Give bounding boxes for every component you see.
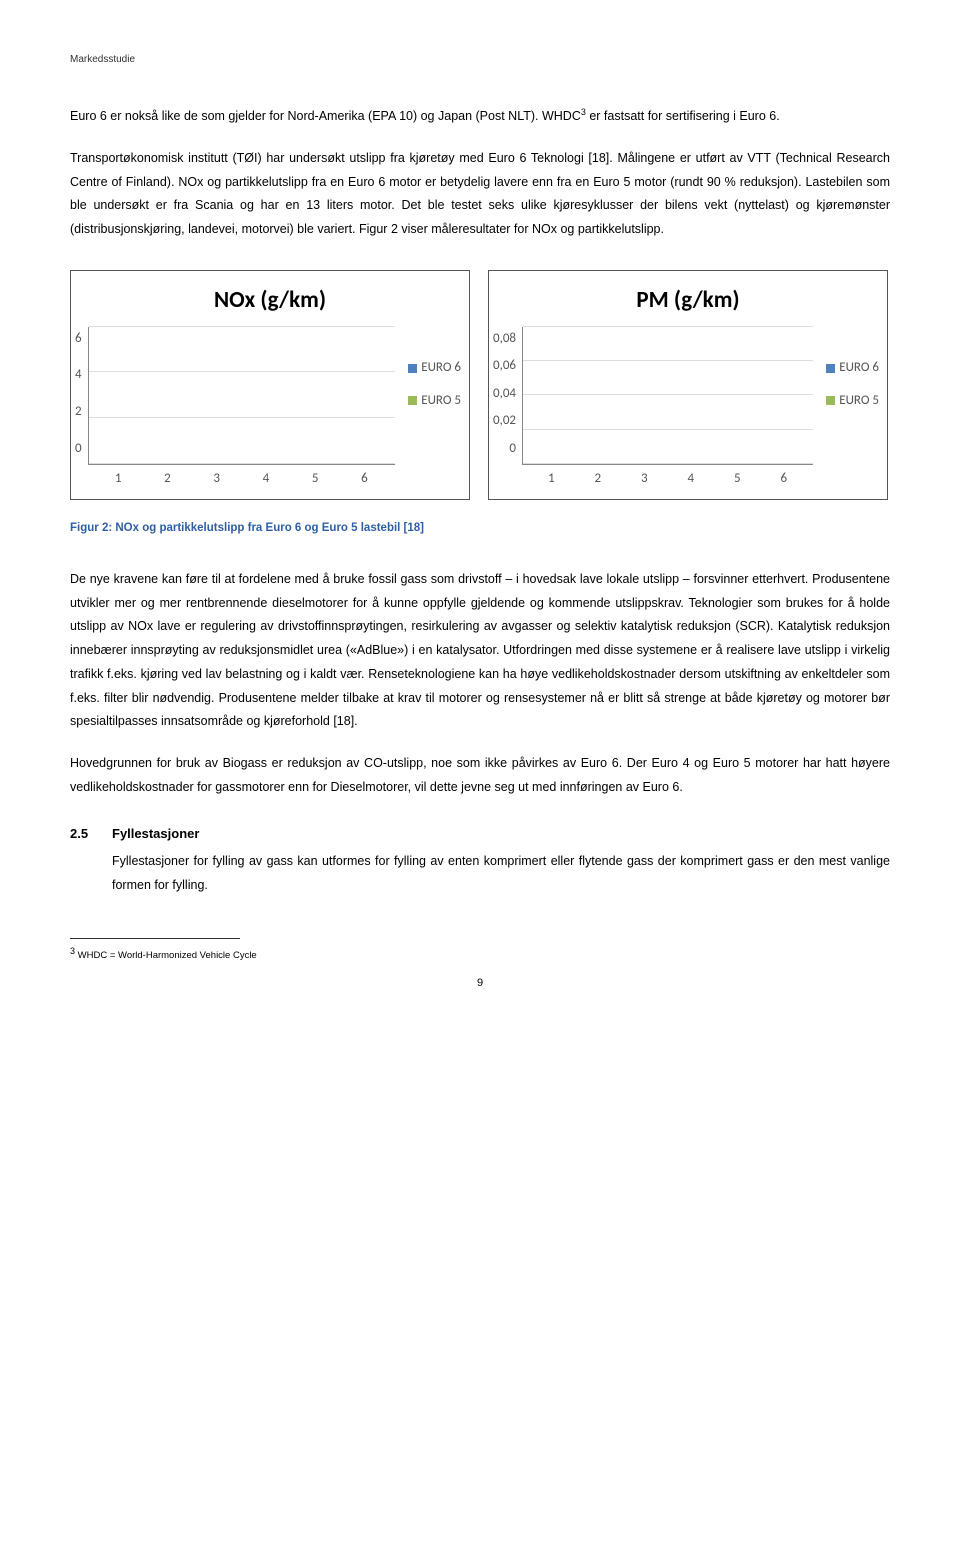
para1-text-a: Euro 6 er nokså like de som gjelder for … xyxy=(70,109,581,123)
nox-chart-title: NOx (g/km) xyxy=(75,279,465,323)
section-number: 2.5 xyxy=(70,822,112,847)
footnote: 3 WHDC = World-Harmonized Vehicle Cycle xyxy=(70,943,890,965)
nox-chart: NOx (g/km) 6420 123456 EURO 6 EURO 5 xyxy=(70,270,470,500)
pm-y-axis: 0,080,060,040,020 xyxy=(493,327,522,462)
nox-y-axis: 6420 xyxy=(75,327,88,462)
pm-plot xyxy=(522,327,813,465)
nox-plot xyxy=(88,327,395,465)
pm-legend: EURO 6 EURO 5 xyxy=(826,356,879,421)
paragraph-3: De nye kravene kan føre til at fordelene… xyxy=(70,568,890,734)
page-header: Markedsstudie xyxy=(70,50,890,69)
pm-x-axis: 123456 xyxy=(522,465,813,492)
nox-legend: EURO 6 EURO 5 xyxy=(408,356,461,421)
section-heading: 2.5 Fyllestasjoner xyxy=(70,822,890,847)
legend-euro5: EURO 5 xyxy=(826,389,879,414)
pm-chart: PM (g/km) 0,080,060,040,020 123456 EURO … xyxy=(488,270,888,500)
section-body: Fyllestasjoner for fylling av gass kan u… xyxy=(112,850,890,898)
legend-swatch-euro5 xyxy=(826,396,835,405)
section-title: Fyllestasjoner xyxy=(112,822,199,847)
paragraph-2: Transportøkonomisk institutt (TØI) har u… xyxy=(70,147,890,242)
legend-label-euro5: EURO 5 xyxy=(421,389,461,414)
legend-euro5: EURO 5 xyxy=(408,389,461,414)
paragraph-4: Hovedgrunnen for bruk av Biogass er redu… xyxy=(70,752,890,800)
pm-chart-title: PM (g/km) xyxy=(493,279,883,323)
charts-row: NOx (g/km) 6420 123456 EURO 6 EURO 5 PM … xyxy=(70,270,890,500)
figure-caption: Figur 2: NOx og partikkelutslipp fra Eur… xyxy=(70,518,890,540)
legend-swatch-euro6 xyxy=(826,364,835,373)
nox-x-axis: 123456 xyxy=(88,465,395,492)
legend-euro6: EURO 6 xyxy=(826,356,879,381)
legend-label-euro6: EURO 6 xyxy=(421,356,461,381)
footnote-text: WHDC = World-Harmonized Vehicle Cycle xyxy=(75,950,257,961)
legend-euro6: EURO 6 xyxy=(408,356,461,381)
legend-swatch-euro5 xyxy=(408,396,417,405)
paragraph-1: Euro 6 er nokså like de som gjelder for … xyxy=(70,104,890,129)
legend-label-euro6: EURO 6 xyxy=(839,356,879,381)
para1-text-b: er fastsatt for sertifisering i Euro 6. xyxy=(586,109,780,123)
footnote-separator xyxy=(70,938,240,939)
legend-swatch-euro6 xyxy=(408,364,417,373)
legend-label-euro5: EURO 5 xyxy=(839,389,879,414)
page-number: 9 xyxy=(70,973,890,994)
